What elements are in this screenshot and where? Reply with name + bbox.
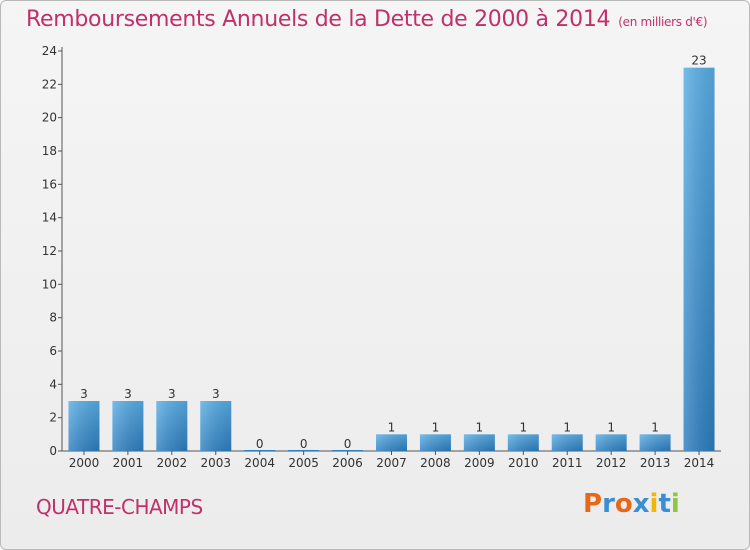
x-tick-label: 2002 (157, 456, 188, 470)
logo-letter: o (614, 489, 633, 519)
commune-name: QUATRE-CHAMPS (36, 495, 203, 519)
y-tick-label: 2 (49, 411, 57, 425)
chart-unit: (en milliers d'€) (618, 15, 708, 29)
bar (244, 450, 276, 451)
bar-shade (200, 401, 232, 451)
x-tick-label: 2008 (420, 456, 451, 470)
logo-letter: P (583, 489, 603, 519)
y-tick-label: 10 (42, 277, 57, 291)
x-tick-label: 2004 (244, 456, 275, 470)
chart-title: Remboursements Annuels de la Dette de 20… (26, 7, 708, 32)
data-label: 1 (563, 420, 571, 434)
x-tick-label: 2003 (200, 456, 231, 470)
bar (332, 450, 364, 451)
data-label: 1 (519, 420, 527, 434)
data-label: 0 (300, 437, 308, 451)
y-tick-label: 24 (42, 44, 57, 58)
y-tick-label: 0 (49, 444, 57, 458)
proxiti-logo[interactable]: Proxiti (583, 489, 680, 519)
x-tick-label: 2010 (508, 456, 539, 470)
bar-shade (463, 434, 495, 451)
y-tick-label: 14 (42, 211, 57, 225)
data-label: 1 (607, 420, 615, 434)
bar (288, 450, 320, 451)
bar-shade (507, 434, 539, 451)
bar-shade (376, 434, 407, 451)
y-tick-label: 20 (42, 111, 57, 125)
data-label: 1 (432, 420, 440, 434)
x-tick-label: 2009 (464, 456, 495, 470)
bar-shade (68, 401, 100, 451)
bar-shade (595, 434, 627, 451)
data-label: 3 (80, 387, 88, 401)
bar-shade (112, 401, 144, 451)
logo-letter: t (658, 489, 671, 519)
x-tick-label: 2001 (113, 456, 144, 470)
y-tick-label: 12 (42, 244, 57, 258)
logo-letter: x (632, 489, 650, 519)
data-label: 0 (256, 437, 264, 451)
x-tick-label: 2014 (684, 456, 715, 470)
logo-letter: i (649, 489, 659, 519)
bar-shade (639, 434, 671, 451)
chart-title-text: Remboursements Annuels de la Dette de 20… (26, 7, 611, 32)
x-tick-label: 2013 (640, 456, 671, 470)
data-label: 1 (651, 420, 659, 434)
x-tick-label: 2012 (596, 456, 627, 470)
logo-letter: r (602, 489, 615, 519)
y-tick-label: 18 (42, 144, 57, 158)
x-tick-label: 2005 (288, 456, 319, 470)
bar-shade (551, 434, 583, 451)
x-tick-label: 2007 (376, 456, 407, 470)
data-labels: 3 3 3 3 0 0 0 1 1 1 1 1 1 1 23 (80, 54, 707, 451)
x-axis: 2000 2001 2002 2003 2004 2005 2006 2007 2008 2009… (62, 450, 721, 470)
bar-shade (419, 434, 451, 451)
bars (68, 67, 715, 452)
data-label: 1 (388, 420, 396, 434)
y-tick-label: 6 (49, 344, 57, 358)
y-tick-label: 8 (49, 311, 57, 325)
data-label: 3 (124, 387, 132, 401)
data-label: 23 (691, 54, 706, 68)
data-label: 0 (344, 437, 352, 451)
logo-letter: i (670, 489, 680, 519)
data-label: 3 (168, 387, 176, 401)
data-label: 1 (476, 420, 484, 434)
bar-shade (156, 401, 188, 451)
bar-shade (683, 67, 715, 452)
x-tick-label: 2011 (552, 456, 583, 470)
y-tick-label: 16 (42, 177, 57, 191)
y-tick-label: 4 (49, 377, 57, 391)
x-tick-label: 2006 (332, 456, 363, 470)
y-tick-label: 22 (42, 77, 57, 91)
data-label: 3 (212, 387, 220, 401)
x-tick-label: 2000 (69, 456, 100, 470)
